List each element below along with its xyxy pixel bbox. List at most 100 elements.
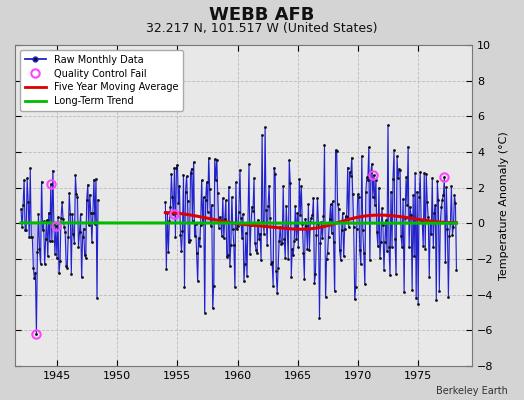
Point xyxy=(54,214,62,221)
Point xyxy=(183,198,192,205)
Point xyxy=(49,167,57,174)
Point xyxy=(409,192,417,198)
Point xyxy=(190,233,199,240)
Legend: Raw Monthly Data, Quality Control Fail, Five Year Moving Average, Long-Term Tren: Raw Monthly Data, Quality Control Fail, … xyxy=(20,50,183,111)
Point xyxy=(343,213,351,220)
Point xyxy=(340,253,348,259)
Point xyxy=(432,297,441,303)
Point xyxy=(188,218,196,224)
Point xyxy=(171,234,180,241)
Point xyxy=(261,124,269,131)
Point xyxy=(305,247,313,253)
Point xyxy=(24,198,32,205)
Point xyxy=(366,257,374,263)
Point xyxy=(376,254,384,261)
Point xyxy=(328,230,336,236)
Point xyxy=(316,240,325,246)
Point xyxy=(84,222,93,229)
Point xyxy=(290,238,299,244)
Point xyxy=(168,194,177,200)
Point xyxy=(404,144,412,150)
Point xyxy=(60,224,68,230)
Point xyxy=(187,170,195,177)
Point xyxy=(361,281,369,287)
Point xyxy=(298,221,307,228)
Point xyxy=(74,244,83,250)
Point xyxy=(318,219,326,226)
Point xyxy=(237,215,245,222)
Point xyxy=(383,248,391,254)
Point xyxy=(161,199,170,206)
Point xyxy=(369,172,378,178)
Point xyxy=(214,224,223,231)
Point xyxy=(425,273,433,280)
Point xyxy=(419,243,428,249)
Point xyxy=(333,201,342,207)
Point xyxy=(324,234,333,240)
Point xyxy=(64,233,72,240)
Point xyxy=(346,172,355,179)
Point xyxy=(50,220,58,227)
Point xyxy=(57,214,65,221)
Point xyxy=(188,166,196,172)
Point xyxy=(33,249,41,256)
Point xyxy=(167,171,176,178)
Point xyxy=(295,176,303,182)
Point xyxy=(331,147,340,153)
Point xyxy=(83,182,92,188)
Point xyxy=(341,226,349,232)
Point xyxy=(451,200,460,206)
Point xyxy=(73,194,82,200)
Point xyxy=(42,217,51,224)
Point xyxy=(422,170,430,177)
Point xyxy=(359,250,368,256)
Point xyxy=(441,259,450,266)
Point xyxy=(273,290,281,296)
Point xyxy=(351,296,359,303)
Point xyxy=(262,206,270,213)
Point xyxy=(61,229,69,235)
Point xyxy=(430,210,439,216)
Point xyxy=(402,174,410,181)
Point xyxy=(438,196,446,203)
Point xyxy=(373,229,381,236)
Point xyxy=(179,172,188,178)
Point xyxy=(59,215,67,222)
Point xyxy=(364,176,372,183)
Point xyxy=(180,284,189,290)
Point xyxy=(39,218,48,225)
Point xyxy=(310,280,319,286)
Point xyxy=(91,221,99,228)
Point xyxy=(163,210,171,216)
Point xyxy=(90,176,98,183)
Point xyxy=(88,239,96,245)
Point xyxy=(217,233,226,240)
Point xyxy=(270,164,278,171)
Point xyxy=(300,276,309,282)
Point xyxy=(375,185,383,191)
Point xyxy=(257,256,265,263)
Point xyxy=(212,177,220,184)
Point xyxy=(79,234,87,240)
Point xyxy=(330,288,339,294)
Point xyxy=(234,223,242,229)
Point xyxy=(428,175,436,181)
Point xyxy=(293,210,301,216)
Point xyxy=(332,148,341,154)
Point xyxy=(30,275,39,281)
Point xyxy=(93,295,101,301)
Point xyxy=(230,242,238,248)
Point xyxy=(417,218,425,225)
Point xyxy=(204,155,213,161)
Point xyxy=(75,229,84,236)
Point xyxy=(321,294,330,300)
Point xyxy=(23,175,31,182)
Point xyxy=(243,272,251,279)
Point xyxy=(378,205,386,212)
Point xyxy=(19,202,27,208)
Point xyxy=(184,239,193,246)
Point xyxy=(353,226,361,232)
Point xyxy=(393,153,401,159)
Point xyxy=(214,190,222,196)
Point xyxy=(226,263,234,270)
